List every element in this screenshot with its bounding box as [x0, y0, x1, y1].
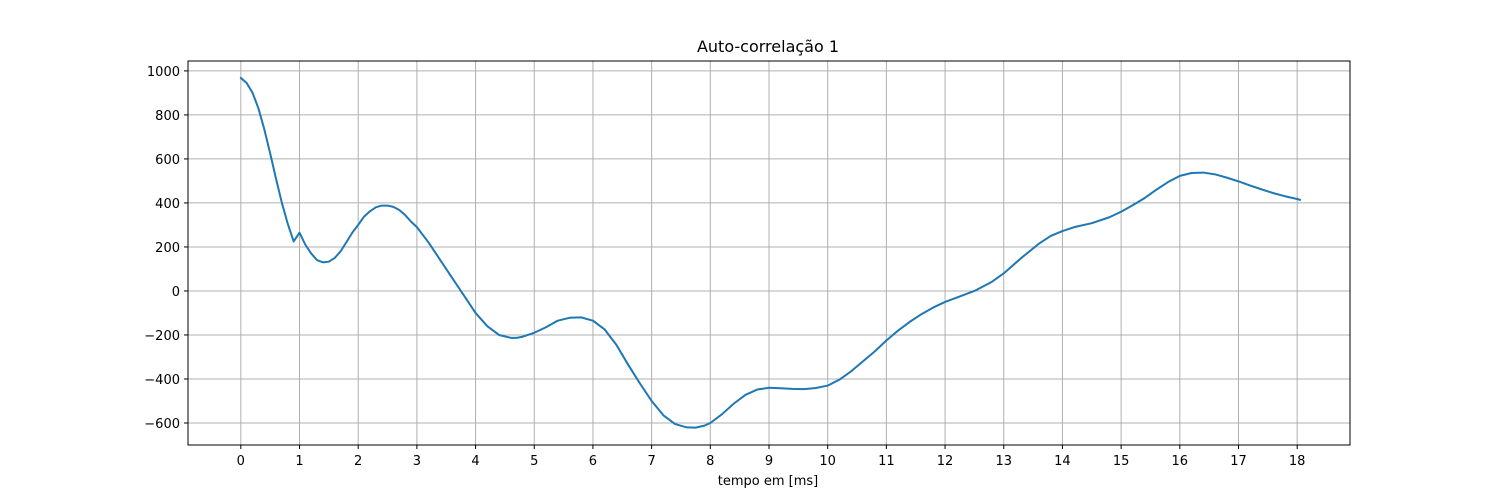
x-tick-label: 6: [589, 454, 597, 469]
y-tick-label: 400: [155, 197, 180, 212]
x-tick-label: 3: [413, 454, 421, 469]
plot-area-frame: [187, 60, 1351, 446]
x-tick-label: 13: [995, 454, 1012, 469]
x-tick-label: 5: [530, 454, 538, 469]
x-tick-label: 12: [937, 454, 954, 469]
y-tick-label: 0: [172, 285, 180, 300]
x-tick-label: 0: [237, 454, 245, 469]
x-tick-label: 9: [765, 454, 773, 469]
x-tick-label: 1: [295, 454, 303, 469]
y-tick-label: 1000: [147, 65, 180, 80]
x-tick-label: 16: [1172, 454, 1189, 469]
x-tick-label: 18: [1289, 454, 1306, 469]
y-tick-label: −200: [144, 329, 180, 344]
x-tick-label: 4: [471, 454, 479, 469]
x-tick-label: 14: [1054, 454, 1071, 469]
y-tick-label: 600: [155, 153, 180, 168]
x-tick-label: 8: [706, 454, 714, 469]
x-axis-ticks: 0 1 2 3 4 5 6 7 8 9 10 11 12 13 14 15 16 17 18: [237, 445, 1306, 469]
y-tick-label: 200: [155, 241, 180, 256]
grid-layer: [188, 61, 1350, 445]
series-line: [239, 76, 1302, 429]
y-axis-ticks: −600 −400 −200 0 200 400 600 800 1000: [144, 65, 188, 432]
x-axis-label: tempo em [ms]: [718, 474, 818, 489]
x-tick-label: 15: [1113, 454, 1130, 469]
x-tick-label: 7: [647, 454, 655, 469]
y-tick-label: −600: [144, 417, 180, 432]
chart-title: Auto-correlação 1: [697, 37, 839, 56]
y-tick-label: −400: [144, 373, 180, 388]
x-tick-label: 10: [819, 454, 836, 469]
x-tick-label: 17: [1230, 454, 1247, 469]
y-tick-label: 800: [155, 109, 180, 124]
x-tick-label: 11: [878, 454, 895, 469]
series-layer: [239, 76, 1302, 429]
x-tick-label: 2: [354, 454, 362, 469]
